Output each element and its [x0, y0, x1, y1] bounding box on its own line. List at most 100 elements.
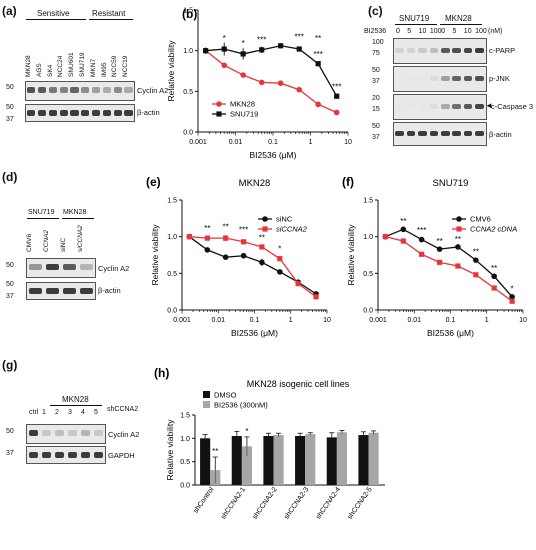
e-series-1-point-3 [240, 239, 247, 245]
e-annotation-2: *** [239, 225, 248, 234]
marker-c-2-1: 15 [372, 106, 380, 113]
blot-c-row-1-band-0 [395, 76, 405, 81]
blot-beta-actin-d-band-3 [80, 288, 93, 294]
blot-cyclin-a2-a-band-5 [81, 87, 90, 93]
h-legend-label-1: BI2536 (300nM) [214, 401, 268, 410]
e-series-1-point-2 [223, 235, 229, 241]
e-series-1-line [189, 236, 317, 298]
blot-cyclin-a2-a-band-7 [102, 87, 112, 93]
blot-c-row-0 [393, 38, 487, 64]
blot-c-row-0-band-1 [406, 48, 416, 53]
dose-label-c-5: 5 [452, 28, 457, 35]
group-label-mkn28-d: MKN28 [63, 209, 87, 216]
b-series-0-point-2 [240, 72, 246, 78]
blot-c-row-3-band-7 [475, 131, 484, 136]
b-y-tick-label-1: 0.5 [183, 89, 193, 96]
lane-label-a-2: SK4 [46, 64, 54, 77]
blot-cyclin-a2-g-band-1 [41, 430, 52, 436]
blot-cyclin-a2-d-band-1 [46, 264, 59, 270]
f-legend-label-1: CCNA2 cDNA [470, 225, 517, 234]
blot-beta-actin-a-band-8 [113, 110, 122, 116]
b-series-1-point-7 [334, 93, 340, 99]
group-label-resistant: Resistant [92, 9, 126, 18]
marker-d-50-top: 50 [6, 262, 14, 269]
b-ylabel: Relative viability [166, 40, 176, 102]
h-bar-1-4 [336, 432, 347, 485]
snu719-underline-c [395, 24, 437, 25]
f-annotation-3: ** [455, 235, 461, 244]
marker-c-3-1: 37 [372, 134, 380, 141]
f-title: SNU719 [433, 178, 469, 189]
f-series-1-point-4 [455, 263, 461, 269]
b-series-0-point-5 [296, 86, 303, 93]
marker-c-1-0: 50 [372, 67, 380, 74]
panel-letter-a: (a) [2, 4, 17, 18]
marker-c-1-1: 37 [372, 78, 380, 85]
f-series-1-point-7 [509, 298, 515, 304]
marker-d-37-bottom: 37 [6, 293, 14, 300]
e-series-0-point-3 [240, 252, 247, 259]
blot-cyclin-a2-a-band-6 [92, 87, 101, 93]
b-annotation-2: *** [257, 36, 266, 45]
f-annotation-1: *** [417, 226, 426, 235]
blot-cyclin-a2-g-band-5 [93, 430, 104, 436]
h-category-label-1: shCCNA2-1 [220, 486, 247, 521]
dose-label-c-2: 10 [418, 28, 427, 35]
blot-cyclin-a2-a-band-8 [113, 87, 122, 93]
h-category-label-4: shCCNA2-4 [315, 486, 342, 521]
panel-letter-c: (c) [368, 4, 383, 18]
lane-label-g-2: 2 [55, 409, 59, 416]
h-annotation-1: * [245, 427, 248, 436]
f-y-tick-label-0: 0.0 [363, 308, 373, 315]
h-y-tick-label-3: 1.5 [180, 413, 190, 420]
blot-c-row-3-band-2 [418, 131, 427, 136]
e-y-tick-label-3: 1.5 [167, 198, 177, 205]
h-y-tick-label-1: 0.5 [180, 459, 190, 466]
marker-c-3-0: 50 [372, 123, 380, 130]
lane-label-d-0: CMV6 [26, 233, 33, 252]
blot-beta-actin-a-band-9 [124, 110, 133, 116]
marker-g-50: 50 [6, 428, 14, 435]
f-series-1-point-5 [473, 272, 479, 278]
f-annotation-5: ** [491, 264, 497, 273]
f-series-0-point-1 [400, 226, 407, 233]
dose-label-c-7: 100 [475, 28, 487, 35]
blot-beta-actin-d [26, 282, 96, 300]
e-series-0-point-4 [259, 259, 265, 266]
lane-label-g-1: 1 [42, 409, 46, 416]
h-category-label-3: shCCNA2-3 [283, 486, 310, 521]
h-bar-1-5 [368, 432, 379, 485]
dose-label-c-4: 0 [441, 28, 446, 35]
blot-c-row-0-band-5 [452, 48, 462, 53]
b-annotation-3: *** [295, 32, 304, 41]
e-series-1-point-5 [277, 256, 283, 262]
e-annotation-3: ** [259, 233, 265, 242]
row-label-beta-actin-d: β-actin [98, 286, 121, 295]
marker-a-37-bottom: 37 [6, 116, 14, 123]
blot-cyclin-a2-a-band-3 [59, 87, 68, 93]
blot-cyclin-a2-g-band-2 [54, 430, 65, 436]
panel-letter-d: (d) [2, 170, 18, 184]
blot-cyclin-a2-g [26, 424, 106, 444]
f-series-1-point-0 [382, 234, 388, 240]
lane-label-a-7: IM95 [100, 62, 108, 77]
f-series-1-point-6 [491, 285, 497, 291]
b-x-tick-label-3: 1 [309, 139, 313, 146]
b-series-1-point-3 [259, 47, 265, 53]
blot-c-row-3 [393, 122, 487, 146]
e-series-1-point-0 [186, 234, 192, 240]
blot-c-row-1-band-5 [452, 76, 462, 81]
lane-label-a-8: NCC59 [111, 55, 119, 77]
blot-c-row-2-band-2 [418, 104, 427, 109]
e-x-tick-label-3: 1 [289, 317, 293, 324]
chart-f: 0.0 0.5 1.0 1.5 0.001 0.01 0.1 1 10 BI2536 (μM) Re… [342, 175, 527, 338]
e-y-tick-label-1: 0.5 [167, 271, 177, 278]
lane-group-label-text-g: shCCNA2 [107, 406, 139, 413]
marker-a-50-bottom: 50 [6, 104, 14, 111]
lane-label-a-4: SNU601 [68, 52, 76, 77]
chart-h: 0.0 0.5 1.0 1.5 Relative viability MKN28 isog… [154, 366, 385, 521]
e-x-tick-label-1: 0.01 [211, 317, 225, 324]
blot-c-row-3-band-0 [395, 131, 405, 136]
blot-beta-actin-a-band-1 [38, 110, 47, 116]
blot-c-row-1-band-2 [418, 76, 427, 81]
